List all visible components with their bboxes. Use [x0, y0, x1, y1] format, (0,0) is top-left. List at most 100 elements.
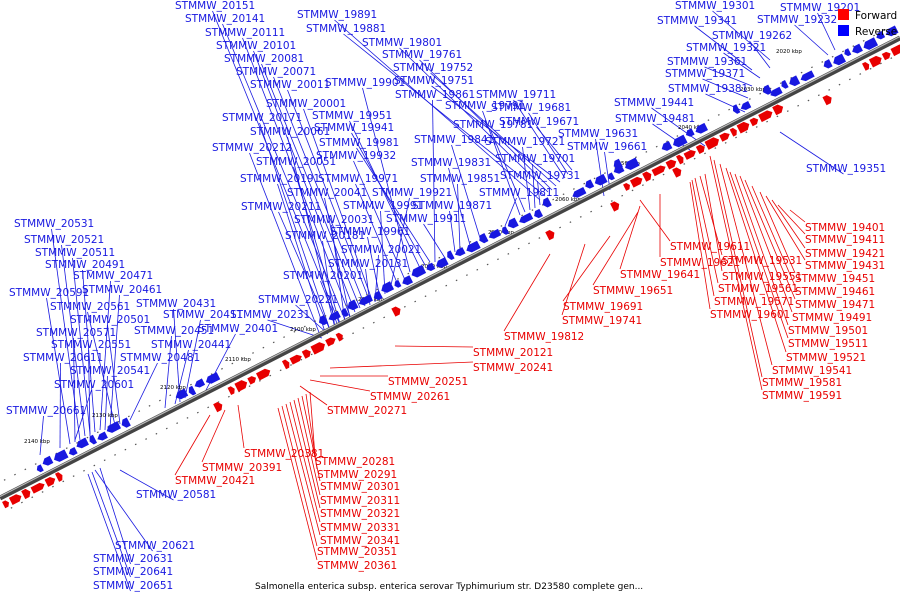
gene-leader-line [691, 179, 715, 297]
axis-minor-tick [717, 114, 720, 116]
axis-highlight [0, 35, 900, 498]
gene-leader-line [73, 337, 76, 443]
gene-label: STMMW_20341 [320, 535, 400, 547]
axis-minor-tick [704, 152, 706, 155]
forward-gene-arrow [55, 472, 63, 482]
gene-label: STMMW_19831 [411, 157, 491, 169]
gene-label: STMMW_19501 [788, 325, 868, 337]
axis-tick-label: 2020 kbp [776, 49, 802, 55]
gene-leader-line [253, 50, 356, 313]
gene-leader-line [293, 166, 341, 325]
axis-minor-tick [383, 316, 386, 319]
gene-label: STMMW_20461 [82, 284, 162, 296]
gene-label: STMMW_19932 [316, 150, 396, 162]
axis-minor-tick [797, 104, 800, 107]
reverse-gene-arrow [852, 43, 863, 54]
gene-label: STMMW_19591 [762, 390, 842, 402]
gene-leader-line [399, 47, 549, 193]
gene-leader-line [712, 10, 771, 61]
gene-label: STMMW_19561 [718, 283, 798, 295]
gene-label: STMMW_19341 [657, 15, 737, 27]
axis-minor-tick [862, 39, 865, 42]
gene-leader-line [277, 183, 326, 333]
axis-minor-tick [114, 454, 116, 456]
axis-minor-tick [641, 184, 644, 187]
gene-leader-line [699, 175, 723, 256]
gene-leader-line [309, 391, 316, 457]
gene-label: STMMW_20451 [134, 325, 214, 337]
axis-minor-tick [403, 305, 406, 308]
reverse-gene-arrow [781, 79, 789, 89]
forward-gene-arrow [289, 354, 302, 365]
axis-minor-tick [869, 67, 872, 70]
axis-minor-tick [579, 215, 582, 218]
reverse-gene-arrow [341, 308, 349, 317]
gene-label: STMMW_19611 [670, 241, 750, 253]
gene-label: STMMW_20301 [320, 481, 400, 493]
axis-minor-tick [345, 304, 348, 307]
forward-gene-arrow [749, 117, 759, 127]
gene-leader-line [293, 399, 321, 509]
gene-leader-line [389, 197, 410, 291]
axis-minor-tick [459, 246, 461, 249]
axis-minor-tick [610, 200, 613, 202]
gene-leader-line [430, 72, 557, 187]
legend-reverse-label: Reverse [855, 26, 897, 38]
axis-minor-tick [828, 89, 831, 91]
axis-minor-tick [227, 395, 230, 398]
gene-label: STMMW_20431 [136, 298, 216, 310]
reverse-gene-arrow [411, 264, 427, 278]
gene-label: STMMW_20321 [320, 508, 400, 520]
axis-minor-tick [279, 369, 282, 372]
gene-label: STMMW_20212 [212, 142, 292, 154]
gene-leader-line [771, 199, 806, 249]
gene-leader-line [39, 415, 44, 456]
axis-minor-tick [572, 188, 575, 190]
reverse-gene-arrow [455, 247, 466, 257]
axis-minor-tick [217, 401, 220, 403]
gene-label: STMMW_19752 [393, 62, 473, 74]
forward-gene-arrow [8, 494, 22, 506]
reverse-gene-arrow [789, 75, 801, 87]
reverse-gene-arrow [328, 310, 341, 321]
gene-label: STMMW_20561 [50, 301, 130, 313]
gene-leader-line [561, 243, 586, 316]
gene-leader-line [652, 123, 691, 151]
axis-minor-tick [272, 341, 275, 344]
axis-minor-tick [65, 447, 68, 450]
gene-leader-line [324, 197, 351, 319]
gene-leader-line [794, 24, 829, 56]
reverse-gene-arrow [347, 299, 359, 311]
map-caption: Salmonella enterica subsp. enterica sero… [255, 582, 643, 592]
gene-leader-line [639, 199, 671, 242]
reverse-gene-arrow [594, 173, 608, 186]
reverse-gene-arrow [89, 434, 97, 445]
axis-minor-tick [10, 506, 13, 509]
gene-label: STMMW_20231 [230, 309, 310, 321]
axis-minor-tick [103, 459, 106, 462]
axis-minor-tick [655, 145, 658, 148]
axis-tick-label: 2140 kbp [24, 439, 50, 445]
gene-label: STMMW_20421 [175, 475, 255, 487]
gene-label: STMMW_20641 [93, 566, 173, 578]
gene-leader-line [99, 467, 131, 565]
reverse-gene-arrow [402, 275, 414, 286]
axis-minor-tick [155, 432, 158, 435]
gene-leader-line [789, 209, 806, 223]
forward-gene-arrow [310, 342, 325, 355]
gene-label: STMMW_20391 [202, 462, 282, 474]
reverse-gene-arrow [673, 134, 688, 148]
axis-minor-tick [852, 45, 855, 47]
gene-label: STMMW_20101 [216, 40, 296, 52]
gene-label: STMMW_20221 [258, 294, 338, 306]
gene-leader-line [431, 85, 561, 183]
reverse-gene-arrow [97, 431, 108, 441]
reverse-gene-arrow [42, 455, 54, 466]
gene-leader-line [449, 210, 456, 253]
gene-label: STMMW_20131 [328, 258, 408, 270]
gene-label: STMMW_19861 [395, 89, 475, 101]
gene-label: STMMW_19551 [722, 271, 802, 283]
axis-minor-tick [355, 299, 358, 301]
gene-label: STMMW_19421 [805, 248, 885, 260]
axis-minor-tick [231, 362, 234, 365]
